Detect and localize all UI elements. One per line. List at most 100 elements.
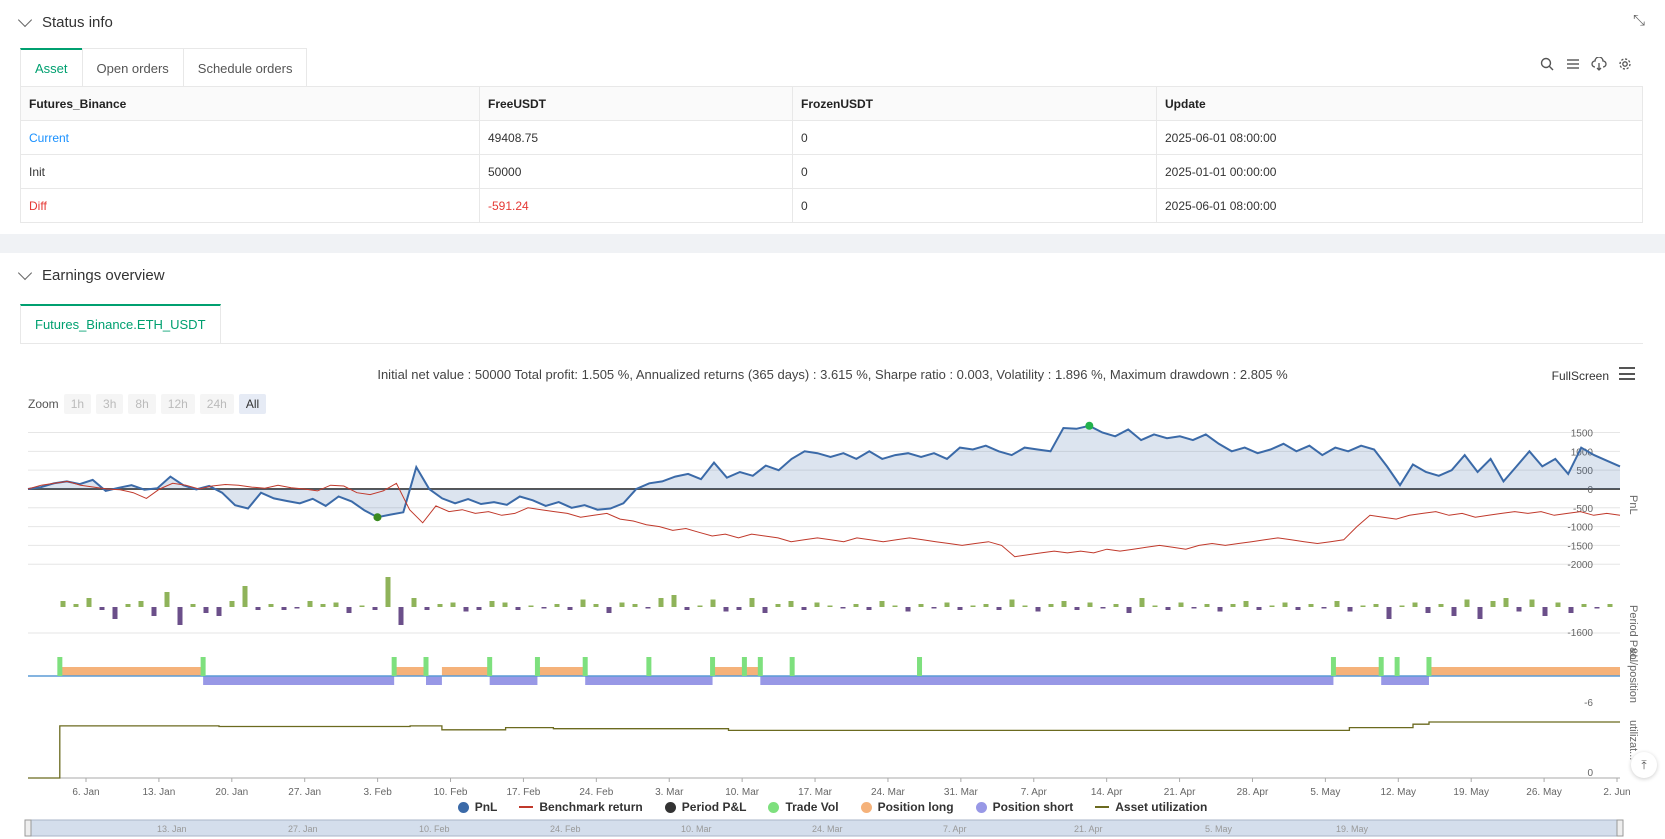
period-bar (333, 602, 339, 607)
period-bar (866, 607, 872, 610)
y-tick-label: -1500 (1567, 541, 1593, 552)
period-bar (1295, 607, 1301, 610)
legend-pnl[interactable]: PnL (457, 800, 497, 814)
tab-futures-eth[interactable]: Futures_Binance.ETH_USDT (20, 304, 221, 343)
period-bar (918, 604, 924, 607)
navigator-tick-label: 7. Apr (943, 824, 967, 834)
legend-position-short[interactable]: Position short (975, 800, 1074, 814)
x-tick-label: 24. Feb (579, 787, 613, 798)
pnl-axis-label: PnL (1627, 495, 1639, 515)
period-bar (827, 605, 833, 607)
period-bar (1152, 605, 1158, 607)
cell-frozen: 0 (792, 120, 1157, 155)
legend-trade-vol[interactable]: Trade Vol (768, 800, 839, 814)
legend-dot (457, 801, 469, 813)
x-tick-label: 17. Mar (798, 787, 833, 798)
tab-open-orders[interactable]: Open orders (81, 48, 184, 87)
zoom-12h-button[interactable]: 12h (160, 394, 195, 414)
navigator-handle-right (1616, 819, 1624, 837)
x-tick-label: 6. Jan (72, 787, 99, 798)
period-bar (788, 601, 794, 607)
trade-vol-bar (1378, 657, 1384, 676)
period-bar (463, 607, 469, 612)
tab-schedule-orders[interactable]: Schedule orders (182, 48, 308, 87)
legend-dot (860, 801, 872, 813)
legend-asset-util[interactable]: Asset utilization (1095, 800, 1207, 814)
period-bar (255, 607, 261, 610)
zoom-24h-button[interactable]: 24h (199, 394, 234, 414)
period-bar (970, 605, 976, 607)
legend-position-long[interactable]: Position long (860, 800, 954, 814)
period-bar (164, 592, 170, 607)
period-bar (905, 607, 911, 612)
reset-zoom-button[interactable]: ⤒ (1631, 752, 1657, 778)
period-bar (996, 607, 1002, 610)
zoom-8h-button[interactable]: 8h (128, 394, 156, 414)
gear-icon[interactable] (1617, 56, 1633, 72)
legend-period-pnl[interactable]: Period P&L (664, 800, 746, 814)
chart-legend: PnL Benchmark return Period P&L Trade Vo… (0, 800, 1665, 814)
navigator-tick-label: 10. Feb (419, 824, 450, 834)
cell-frozen: 0 (792, 154, 1157, 189)
position-short-bar (426, 676, 442, 685)
legend-benchmark[interactable]: Benchmark return (519, 800, 643, 814)
period-bar (1035, 607, 1041, 612)
period-bar (138, 601, 144, 607)
period-bar (1334, 601, 1340, 607)
hamburger-menu-icon[interactable] (1619, 367, 1635, 380)
legend-dot (768, 801, 780, 813)
period-bar (229, 601, 235, 607)
period-bar (619, 602, 625, 607)
col-header: FreeUSDT (479, 86, 793, 121)
period-bar (736, 607, 742, 610)
position-short-bar (585, 676, 713, 685)
cloud-download-icon[interactable] (1591, 56, 1607, 72)
navigator-tick-label: 13. Jan (157, 824, 187, 834)
x-tick-label: 17. Feb (506, 787, 540, 798)
legend-line (1095, 806, 1110, 808)
legend-label: Position short (992, 800, 1074, 814)
period-bar (1399, 605, 1405, 607)
list-icon[interactable] (1565, 56, 1581, 72)
status-header[interactable]: Status info (17, 12, 113, 31)
cell-frozen: 0 (792, 188, 1157, 223)
table-row: Init 50000 0 2025-01-01 00:00:00 (20, 154, 1643, 189)
period-bar (73, 604, 79, 607)
utilization-line (28, 721, 1620, 779)
period-bar (1451, 607, 1457, 616)
period-bar (242, 586, 248, 607)
search-icon[interactable] (1539, 56, 1555, 72)
legend-line (519, 806, 534, 808)
zoom-3h-button[interactable]: 3h (96, 394, 124, 414)
period-bar (489, 601, 495, 607)
period-bar (723, 607, 729, 612)
benchmark-line (27, 480, 1621, 558)
period-bar (567, 607, 573, 610)
period-bar (853, 604, 859, 607)
period-bar (515, 607, 521, 610)
navigator-tick-label: 5. May (1205, 824, 1233, 834)
x-tick-label: 10. Mar (725, 787, 760, 798)
period-bar (1126, 607, 1132, 613)
period-bar (749, 598, 755, 607)
trade-vol-bar (646, 657, 652, 676)
y-tick-label: 0 (1587, 485, 1593, 496)
status-title: Status info (42, 14, 113, 31)
position-short-bar (1381, 676, 1429, 685)
period-bar (99, 607, 105, 610)
fullscreen-button[interactable]: FullScreen (1551, 369, 1609, 383)
period-bar (1022, 605, 1028, 607)
position-long-bar (59, 667, 204, 676)
zoom-all-button[interactable]: All (238, 394, 267, 414)
period-bar (1425, 607, 1431, 613)
col-header: Futures_Binance (20, 86, 480, 121)
period-bar (1477, 607, 1483, 619)
zoom-1h-button[interactable]: 1h (63, 394, 92, 414)
earnings-header[interactable]: Earnings overview (17, 265, 165, 284)
legend-label: Position long (877, 800, 954, 814)
position-long-bar (441, 667, 490, 676)
period-bar (1581, 604, 1587, 607)
collapse-icon[interactable]: ⤡ (1632, 12, 1645, 29)
period-bar (437, 604, 443, 607)
